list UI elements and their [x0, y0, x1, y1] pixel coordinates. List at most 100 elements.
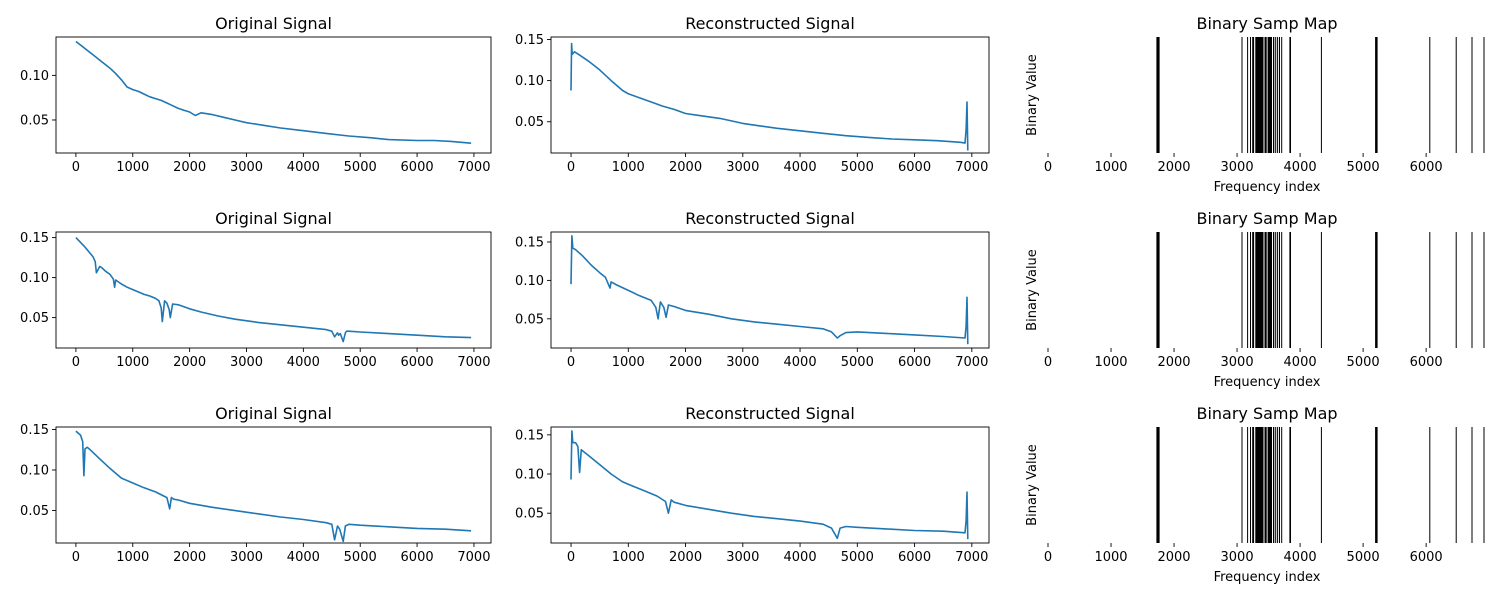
sampled-frequency-bar	[1483, 232, 1485, 348]
sampled-frequency-bar	[1289, 232, 1291, 348]
subplot-title: Binary Samp Map	[1196, 14, 1337, 33]
x-tick-label: 6000	[1410, 550, 1443, 565]
sampled-frequency-bar	[1275, 232, 1277, 348]
sampled-frequency-bar	[1275, 37, 1277, 153]
sampled-frequency-bar	[1320, 232, 1322, 348]
subplot-title: Original Signal	[215, 209, 332, 228]
x-tick-label: 4000	[784, 550, 817, 565]
sampled-frequency-bar	[1320, 427, 1322, 543]
sampled-frequency-bar	[1156, 232, 1160, 348]
y-tick-label: 0.10	[20, 271, 49, 286]
y-tick-label: 0.10	[20, 69, 49, 84]
sampled-frequency-bar	[1267, 232, 1272, 348]
sampled-frequency-bar	[1267, 37, 1272, 153]
x-tick-label: 2000	[173, 160, 206, 175]
x-tick-label: 5000	[841, 550, 874, 565]
sampled-frequency-bar	[1273, 427, 1275, 543]
y-tick-label: 0.15	[515, 428, 544, 443]
x-tick-label: 2000	[173, 355, 206, 370]
sampled-frequency-bar	[1483, 427, 1485, 543]
sampled-frequency-bar	[1255, 427, 1264, 543]
subplot-2-1: Original Signal 0 1000 2000 3000 4000 5000 6000…	[20, 209, 492, 370]
sampled-frequency-bar	[1250, 37, 1251, 153]
sampled-frequency-bar	[1289, 37, 1291, 153]
x-tick-label: 5000	[1347, 160, 1380, 175]
sampled-frequency-bar	[1455, 37, 1457, 153]
y-tick-label: 0.05	[20, 504, 49, 519]
subplot-title: Reconstructed Signal	[685, 404, 855, 423]
x-tick-label: 2000	[1157, 355, 1190, 370]
y-tick-label: 0.15	[515, 33, 544, 48]
subplot-title: Reconstructed Signal	[685, 209, 855, 228]
x-tick-label: 0	[72, 355, 80, 370]
x-tick-label: 5000	[344, 550, 377, 565]
sampled-frequency-bar	[1279, 37, 1280, 153]
sampled-frequency-bar	[1455, 427, 1457, 543]
sampled-frequency-bar	[1255, 232, 1264, 348]
x-tick-label: 3000	[1221, 550, 1254, 565]
x-tick-label: 1000	[612, 160, 645, 175]
x-tick-label: 5000	[1347, 550, 1380, 565]
sampled-frequency-bar	[1279, 232, 1280, 348]
x-tick-label: 4000	[287, 160, 320, 175]
sampled-frequency-bar	[1471, 37, 1473, 153]
sampled-frequency-bar	[1275, 427, 1277, 543]
x-tick-label: 2000	[669, 550, 702, 565]
sampled-frequency-bar	[1375, 37, 1378, 153]
axes-frame	[55, 231, 492, 349]
sampled-frequency-bar	[1281, 37, 1283, 153]
x-tick-label: 6000	[401, 160, 434, 175]
y-tick-label: 0.05	[515, 312, 544, 327]
y-tick-label: 0.15	[515, 235, 544, 250]
x-tick-label: 2000	[1157, 160, 1190, 175]
x-tick-label: 6000	[401, 550, 434, 565]
signal-line	[570, 42, 969, 151]
y-axis-label: Binary Value	[1025, 249, 1040, 331]
y-axis-label: Binary Value	[1025, 54, 1040, 136]
sampled-frequency-bar	[1320, 37, 1322, 153]
subplot-3-1: Original Signal 0 1000 2000 3000 4000 5000 6000…	[20, 404, 492, 565]
x-tick-label: 0	[72, 160, 80, 175]
sampled-frequency-bar	[1281, 427, 1283, 543]
y-tick-label: 0.15	[20, 423, 49, 438]
x-tick-label: 2000	[173, 550, 206, 565]
x-tick-label: 3000	[230, 160, 263, 175]
subplot-2-2: Reconstructed Signal 0 1000 2000 3000 4000 500…	[515, 209, 990, 370]
y-axis-label: Binary Value	[1025, 444, 1040, 526]
signal-line	[570, 430, 969, 540]
x-tick-label: 3000	[230, 355, 263, 370]
x-tick-label: 1000	[1094, 160, 1127, 175]
sampled-frequency-bar	[1156, 427, 1160, 543]
x-tick-label: 6000	[898, 160, 931, 175]
sampled-frequency-bar	[1273, 37, 1275, 153]
subplot-title: Binary Samp Map	[1196, 209, 1337, 228]
x-tick-label: 4000	[1284, 355, 1317, 370]
x-tick-label: 1000	[612, 355, 645, 370]
axes-frame	[550, 36, 990, 154]
x-tick-label: 3000	[726, 355, 759, 370]
sampled-frequency-bar	[1429, 427, 1431, 543]
x-tick-label: 6000	[1410, 355, 1443, 370]
x-tick-label: 0	[1044, 160, 1052, 175]
x-tick-label: 7000	[955, 550, 988, 565]
signal-line	[75, 237, 472, 343]
x-tick-label: 0	[567, 160, 575, 175]
axes-frame	[55, 426, 492, 544]
sampled-frequency-bar	[1156, 37, 1160, 153]
x-tick-label: 5000	[344, 160, 377, 175]
x-tick-label: 4000	[784, 160, 817, 175]
axes-frame	[550, 426, 990, 544]
sampled-frequency-bar	[1247, 232, 1249, 348]
sampled-frequency-bar	[1252, 37, 1255, 153]
x-tick-label: 1000	[116, 355, 149, 370]
sampled-frequency-bar	[1277, 37, 1279, 153]
sampled-frequency-bar	[1241, 427, 1243, 543]
x-tick-label: 0	[1044, 355, 1052, 370]
subplot-3-2: Reconstructed Signal 0 1000 2000 3000 4000 500…	[515, 404, 990, 565]
x-tick-label: 7000	[457, 160, 490, 175]
y-tick-label: 0.10	[515, 74, 544, 89]
x-tick-label: 4000	[1284, 550, 1317, 565]
sampled-frequency-bar	[1264, 427, 1267, 543]
subplot-1-1: Original Signal 0 1000 2000 3000 4000 5000 6000…	[20, 14, 492, 175]
